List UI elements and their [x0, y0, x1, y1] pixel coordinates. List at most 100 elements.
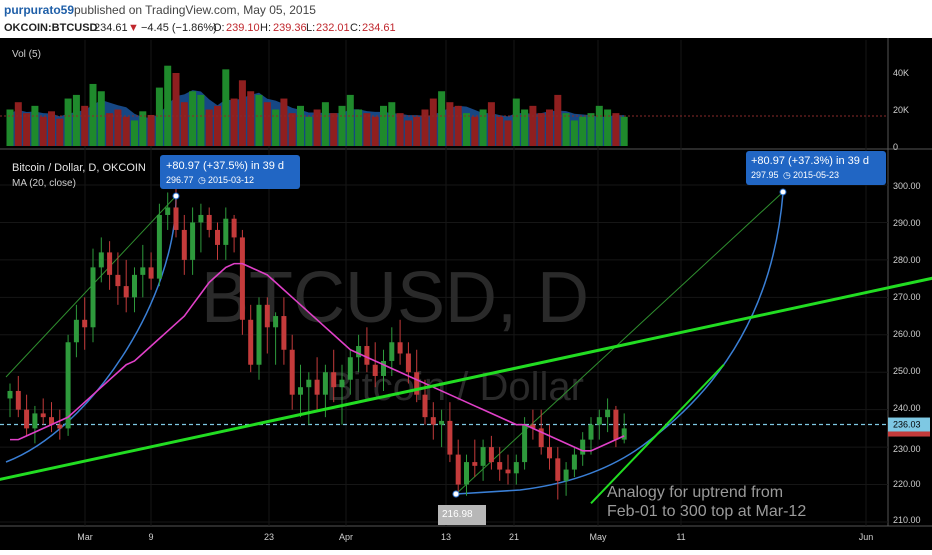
- candle-body: [40, 413, 46, 418]
- symbol-name[interactable]: OKCOIN:BTCUSD: [4, 22, 98, 34]
- high-value: 239.36: [273, 22, 307, 34]
- volume-bar: [305, 116, 313, 146]
- volume-bar: [487, 102, 495, 146]
- callout-left-change: +80.97 (+37.5%) in 39 d: [166, 160, 284, 172]
- volume-axis: 40K 20K 0: [893, 68, 909, 152]
- volume-bar: [222, 69, 230, 146]
- time-tick: 11: [676, 532, 685, 542]
- volume-bar: [122, 116, 130, 146]
- last-price: 234.61: [94, 22, 128, 34]
- candle-body: [264, 304, 270, 328]
- volume-bar: [612, 113, 620, 146]
- time-tick: 21: [509, 532, 519, 542]
- price-axis[interactable]: 300.00 290.00 280.00 270.00 260.00 250.0…: [893, 181, 921, 525]
- callout-right-price: 297.95: [751, 170, 779, 180]
- low-label-box: [438, 505, 486, 525]
- volume-bar: [496, 116, 504, 146]
- volume-bar: [263, 102, 271, 146]
- candle-body: [372, 364, 378, 376]
- candle-body: [273, 316, 279, 328]
- volume-bar: [147, 114, 155, 146]
- candle-body: [555, 458, 561, 481]
- author-link[interactable]: purpurato59: [4, 3, 75, 17]
- measure-callout-left[interactable]: +80.97 (+37.5%) in 39 d 296.77 ◷ 2015-03…: [160, 155, 300, 200]
- volume-bar: [197, 94, 205, 146]
- price-tick: 280.00: [893, 255, 921, 265]
- candle-body: [231, 218, 237, 238]
- candle-body: [513, 462, 519, 474]
- open-label: O:: [213, 22, 225, 34]
- candle-body: [7, 390, 13, 399]
- ma-line[interactable]: [10, 262, 625, 452]
- volume-bar: [288, 113, 296, 146]
- curve-arc-left[interactable]: [5, 196, 177, 463]
- candle-body: [580, 439, 586, 455]
- candle-body: [107, 252, 113, 275]
- candle-body: [455, 454, 461, 485]
- volume-bar: [321, 102, 329, 146]
- candle-body: [331, 372, 337, 388]
- trend-line-short[interactable]: [590, 364, 725, 504]
- price-tick: 220.00: [893, 479, 921, 489]
- volume-bar: [297, 105, 304, 146]
- candle-body: [90, 267, 96, 328]
- low-label: 216.98: [442, 509, 473, 520]
- candle-body: [15, 390, 21, 410]
- volume-bar: [529, 105, 537, 146]
- volume-bar: [446, 102, 454, 146]
- volume-bar: [363, 113, 371, 146]
- candle-body: [32, 413, 38, 429]
- volume-bar: [247, 91, 255, 146]
- volume-bar: [164, 65, 172, 146]
- candle-body: [49, 417, 54, 425]
- candle-body: [563, 469, 569, 481]
- candle-body: [547, 447, 552, 459]
- volume-bar: [81, 105, 89, 146]
- candle-body: [132, 274, 137, 298]
- volume-bar: [313, 109, 321, 146]
- volume-bar: [546, 109, 553, 146]
- close-value: 234.61: [362, 22, 396, 34]
- volume-bar: [106, 113, 114, 146]
- volume-bar: [172, 73, 180, 146]
- change-arrow-icon: ▼: [128, 22, 139, 34]
- projection-line-right[interactable]: [455, 191, 784, 495]
- volume-bar: [454, 105, 462, 146]
- publish-info: published on TradingView.com, May 05, 20…: [74, 3, 316, 17]
- time-axis[interactable]: Mar 9 23 Apr 13 21 May 11 Jun: [77, 532, 873, 542]
- candle-body: [298, 387, 303, 395]
- current-price-marker: [888, 431, 930, 437]
- candle-body: [123, 286, 129, 298]
- candle-body: [24, 409, 30, 429]
- candle-body: [472, 462, 478, 466]
- callout-box: [746, 151, 886, 185]
- volume-bar: [413, 116, 421, 146]
- candle-body: [422, 394, 428, 418]
- price-tick: 230.00: [893, 444, 921, 454]
- trend-line-long[interactable]: [0, 275, 932, 481]
- volume-bars: [6, 65, 628, 146]
- candle-body: [82, 319, 88, 328]
- volume-bar: [338, 105, 346, 146]
- candle-body: [322, 372, 328, 395]
- candle-body: [115, 274, 121, 287]
- candle-body: [430, 417, 436, 425]
- low-value: 232.01: [316, 22, 350, 34]
- candle-body: [65, 342, 71, 429]
- low-label: L:: [306, 22, 316, 34]
- callout-left-anchor[interactable]: [172, 192, 180, 200]
- chart-area[interactable]: BTCUSD, D Bitcoin / Dollar Vol (5) 40K 2…: [0, 38, 932, 550]
- volume-bar: [89, 83, 97, 146]
- volume-bar: [205, 109, 213, 146]
- watermark-name: Bitcoin / Dollar: [326, 365, 584, 409]
- volume-bar: [554, 94, 562, 146]
- callout-left-price: 296.77: [166, 175, 194, 185]
- callout-box: [160, 155, 300, 189]
- low-anchor[interactable]: [452, 490, 460, 498]
- callout-right-anchor[interactable]: [779, 188, 787, 196]
- candle-body: [605, 409, 611, 418]
- candle-body: [447, 420, 453, 455]
- measure-callout-right[interactable]: +80.97 (+37.3%) in 39 d 297.95 ◷ 2015-05…: [746, 151, 886, 196]
- change-value: −4.45 (−1.86%): [141, 22, 217, 34]
- price-tick: 210.00: [893, 515, 921, 525]
